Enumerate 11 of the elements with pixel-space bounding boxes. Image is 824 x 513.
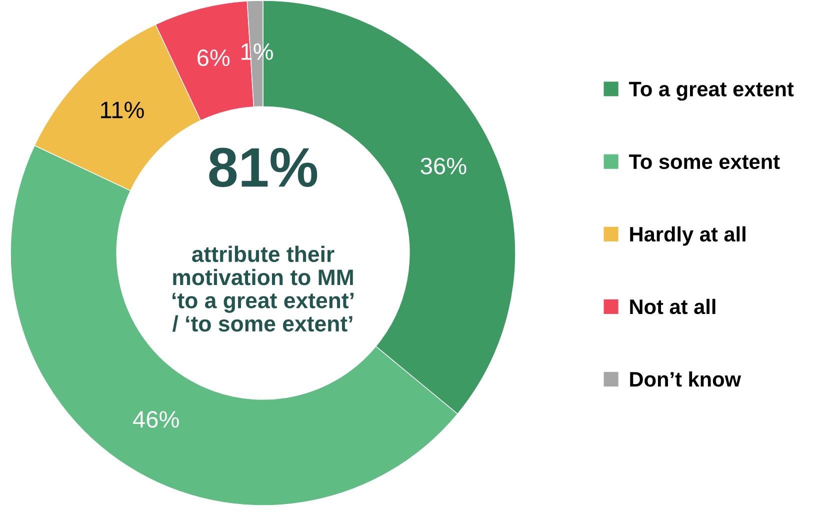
legend-label: Don’t know [630,371,742,387]
text: 81% [209,148,318,188]
legend-label: Not at all [630,298,716,314]
legend-label: To a great extent [628,82,794,101]
data-label: 36% [420,158,466,174]
text: attribute their motivation to MM ‘to a great extent’ / ‘to some extent’ [172,246,354,332]
data-label: 6% [198,49,230,66]
legend-label: To some extent [628,154,780,170]
data-label: 11% [101,102,144,118]
data-label: 46% [133,411,179,428]
legend-label: Hardly at all [630,226,746,246]
